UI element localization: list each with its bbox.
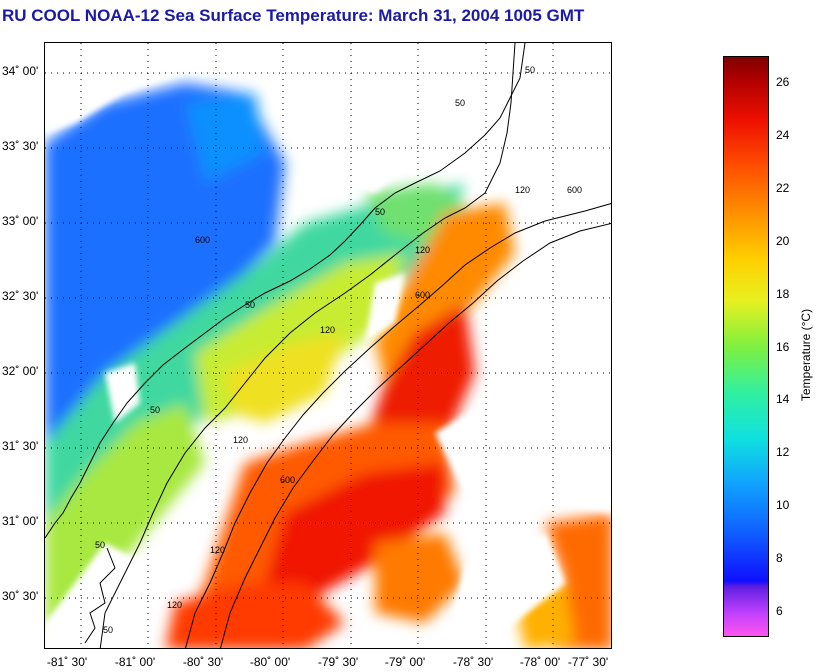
lon-label-78-30: -78˚ 30' bbox=[452, 655, 494, 669]
colorbar-tick-26: 26 bbox=[776, 75, 790, 89]
sst-map[interactable]: 50 50 50 50 50 50 50 120 120 120 120 120… bbox=[44, 42, 612, 649]
svg-text:120: 120 bbox=[210, 545, 225, 555]
coastline bbox=[45, 43, 526, 539]
svg-text:600: 600 bbox=[195, 235, 210, 245]
lat-label-32-30: 32˚ 30' bbox=[2, 289, 39, 303]
lat-label-34-00: 34˚ 00' bbox=[2, 64, 39, 78]
svg-text:50: 50 bbox=[150, 405, 160, 415]
lat-label-31-00: 31˚ 00' bbox=[2, 514, 39, 528]
lon-label-79-30: -79˚ 30' bbox=[317, 655, 359, 669]
colorbar-label: Temperature (°C) bbox=[799, 308, 813, 402]
lon-label-80-00: -80˚ 00' bbox=[249, 655, 291, 669]
sst-map-canvas: 50 50 50 50 50 50 50 120 120 120 120 120… bbox=[45, 43, 611, 648]
svg-text:120: 120 bbox=[167, 600, 182, 610]
colorbar-tick-6: 6 bbox=[776, 604, 783, 618]
colorbar-tick-14: 14 bbox=[776, 392, 790, 406]
colorbar-tick-16: 16 bbox=[776, 340, 790, 354]
lon-label-80-30: -80˚ 30' bbox=[182, 655, 224, 669]
lat-label-33-30: 33˚ 30' bbox=[2, 139, 39, 153]
svg-text:600: 600 bbox=[567, 185, 582, 195]
colorbar-tick-8: 8 bbox=[776, 551, 783, 565]
svg-text:120: 120 bbox=[320, 325, 335, 335]
svg-text:600: 600 bbox=[415, 290, 430, 300]
lat-label-33-00: 33˚ 00' bbox=[2, 214, 39, 228]
bathymetry-contours bbox=[99, 43, 611, 648]
svg-text:600: 600 bbox=[280, 475, 295, 485]
svg-text:50: 50 bbox=[375, 207, 385, 217]
svg-text:120: 120 bbox=[515, 185, 530, 195]
svg-text:120: 120 bbox=[415, 245, 430, 255]
svg-text:50: 50 bbox=[455, 98, 465, 108]
coastline-south bbox=[84, 547, 116, 644]
cloud-mask bbox=[45, 43, 611, 648]
lon-label-79-00: -79˚ 00' bbox=[384, 655, 426, 669]
colorbar-tick-12: 12 bbox=[776, 445, 790, 459]
map-title: RU COOL NOAA-12 Sea Surface Temperature:… bbox=[2, 6, 585, 25]
lon-label-81-30: -81˚ 30' bbox=[46, 655, 88, 669]
colorbar-tick-20: 20 bbox=[776, 234, 790, 248]
colorbar-tick-18: 18 bbox=[776, 287, 790, 301]
contour-labels: 50 50 50 50 50 50 50 120 120 120 120 120… bbox=[95, 65, 582, 635]
temperature-colorbar bbox=[723, 56, 769, 637]
colorbar-tick-24: 24 bbox=[776, 128, 790, 142]
lon-label-78-00: -78˚ 00' bbox=[519, 655, 561, 669]
svg-text:50: 50 bbox=[525, 65, 535, 75]
svg-text:50: 50 bbox=[95, 540, 105, 550]
svg-text:50: 50 bbox=[245, 300, 255, 310]
lon-label-77-30: -77˚ 30' bbox=[567, 655, 609, 669]
lon-label-81-00: -81˚ 00' bbox=[114, 655, 156, 669]
colorbar-tick-10: 10 bbox=[776, 498, 790, 512]
svg-text:120: 120 bbox=[233, 435, 248, 445]
lat-label-32-00: 32˚ 00' bbox=[2, 364, 39, 378]
colorbar-tick-22: 22 bbox=[776, 181, 790, 195]
svg-text:50: 50 bbox=[103, 625, 113, 635]
lat-label-31-30: 31˚ 30' bbox=[2, 439, 39, 453]
lat-label-30-30: 30˚ 30' bbox=[2, 589, 39, 603]
